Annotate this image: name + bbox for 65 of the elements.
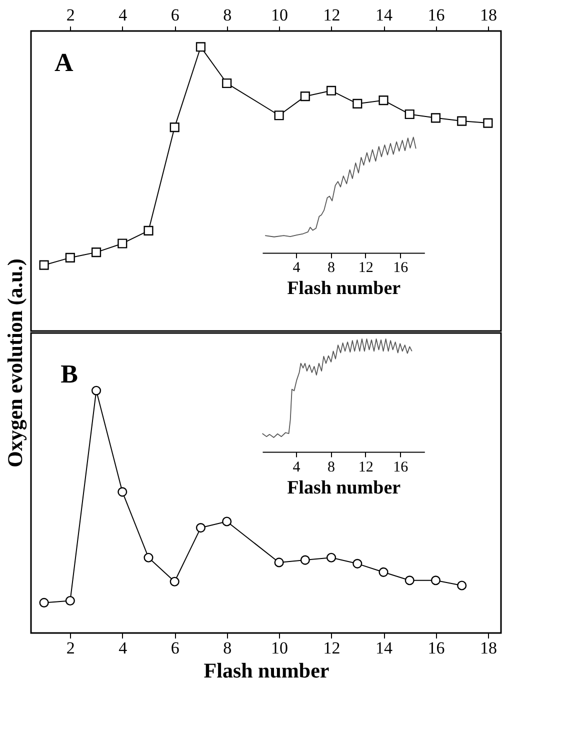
point [118,487,128,497]
point [170,576,180,586]
x-tick-label: 14 [376,6,393,24]
point [404,109,414,120]
x-tick-label: 8 [223,638,232,658]
x-tick-label: 18 [480,638,497,658]
x-tick-label: 12 [323,638,340,658]
x-axis-title: Flash number [287,278,402,300]
x-tick-label: 2 [66,6,75,24]
x-tick-label: 8 [327,459,335,476]
point [457,580,467,590]
x-tick-label: 12 [323,6,340,24]
chart-title: A [54,48,74,77]
x-tick-label: 2 [66,638,75,658]
point [91,386,102,396]
point [378,96,388,106]
x-tick-label: 4 [118,6,128,24]
point [430,113,441,123]
point [144,552,154,562]
x-axis-title: Flash number [287,477,402,498]
x-tick-label: 16 [393,459,409,476]
point [196,523,206,533]
point [483,118,493,128]
x-tick-label: 14 [376,638,393,658]
y-axis-title: Oxygen evolution (a.u.) [3,258,27,468]
x-tick-label: 4 [292,459,301,476]
x-tick-label: 8 [327,260,335,276]
point [457,116,467,126]
x-tick-label: 10 [271,638,288,658]
x-tick-label: 16 [393,260,409,276]
x-axis-title: Flash number [204,658,330,682]
point [39,260,49,270]
x-tick-label: 16 [428,6,445,24]
point [300,92,310,102]
x-tick-label: 4 [292,260,301,276]
point [170,122,180,132]
point [65,252,75,262]
x-tick-label: 8 [223,6,232,24]
x-tick-label: 6 [170,6,180,24]
point [326,552,336,562]
point [118,238,128,248]
point [300,555,310,565]
point [274,110,284,120]
point [222,516,232,526]
x-tick-label: 18 [480,6,497,24]
point [378,567,388,577]
point [65,596,75,606]
chart-title: B [60,360,78,389]
point [91,248,102,258]
point [352,558,362,568]
point [404,576,414,586]
x-tick-label: 6 [170,638,180,658]
point [222,78,232,88]
point [326,86,336,96]
x-tick-label: 16 [428,638,445,658]
point [430,576,441,586]
point [352,98,362,109]
point [144,226,154,236]
x-tick-label: 12 [358,260,374,276]
point [39,598,49,608]
point [274,558,284,568]
x-tick-label: 12 [358,459,374,476]
x-tick-label: 10 [271,6,288,24]
point [196,42,206,52]
x-tick-label: 4 [118,638,128,658]
